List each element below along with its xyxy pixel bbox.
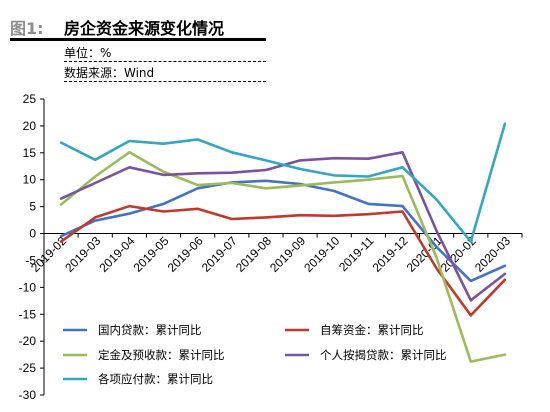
figure-label: 图1: bbox=[10, 19, 44, 38]
y-tick-label: -5 bbox=[25, 253, 36, 267]
unit-divider bbox=[64, 61, 266, 62]
y-tick-label: -30 bbox=[19, 388, 37, 402]
series-line-5 bbox=[59, 122, 507, 243]
title-underline bbox=[10, 38, 266, 41]
source-label: 数据来源：Wind bbox=[64, 66, 155, 80]
series-line-2 bbox=[59, 204, 507, 317]
y-tick-label: 20 bbox=[23, 119, 37, 133]
y-tick-label: -25 bbox=[19, 361, 37, 375]
x-tick-label: 2019-11 bbox=[336, 234, 377, 275]
y-tick-label: 15 bbox=[23, 146, 37, 160]
x-tick-label: 2020-03 bbox=[472, 234, 513, 275]
series-line-4 bbox=[59, 151, 507, 302]
y-tick-label: 0 bbox=[29, 227, 36, 241]
series-line-1 bbox=[59, 179, 507, 283]
x-tick-label: 2019-03 bbox=[62, 234, 103, 275]
y-tick-label: -15 bbox=[19, 307, 37, 321]
x-tick-label: 2019-06 bbox=[165, 234, 206, 275]
legend-label: 定金及预收款：累计同比 bbox=[98, 348, 225, 362]
x-tick-label: 2019-04 bbox=[96, 234, 137, 275]
series-line-3 bbox=[59, 151, 507, 363]
y-tick-label: 25 bbox=[23, 92, 37, 106]
x-tick-label: 2019-10 bbox=[301, 234, 342, 275]
legend-label: 个人按揭贷款：累计同比 bbox=[320, 348, 447, 362]
y-tick-label: 10 bbox=[23, 173, 37, 187]
legend-label: 自筹资金：累计同比 bbox=[320, 323, 424, 337]
figure-header: 图1: 房企资金来源变化情况 单位：% 数据来源：Wind bbox=[0, 0, 550, 84]
y-tick-label: -10 bbox=[19, 280, 37, 294]
series-layer bbox=[59, 122, 507, 363]
legend-label: 各项应付款：累计同比 bbox=[98, 372, 213, 386]
source-divider bbox=[64, 81, 266, 82]
unit-label: 单位：% bbox=[64, 46, 112, 60]
figure-title: 房企资金来源变化情况 bbox=[64, 19, 225, 38]
x-tick-label: 2019-07 bbox=[199, 234, 240, 275]
y-tick-label: 5 bbox=[29, 200, 36, 214]
y-tick-label: -20 bbox=[19, 334, 37, 348]
legend-label: 国内贷款：累计同比 bbox=[98, 323, 202, 337]
x-tick-label: 2019-08 bbox=[233, 234, 274, 275]
y-axis: -30 -25 -20 -15 -10 -5 0 5 10 15 20 25 bbox=[19, 92, 45, 402]
x-tick-label: 2019-12 bbox=[370, 234, 411, 275]
x-tick-label: 2019-05 bbox=[131, 234, 172, 275]
x-tick-label: 2019-09 bbox=[267, 234, 308, 275]
